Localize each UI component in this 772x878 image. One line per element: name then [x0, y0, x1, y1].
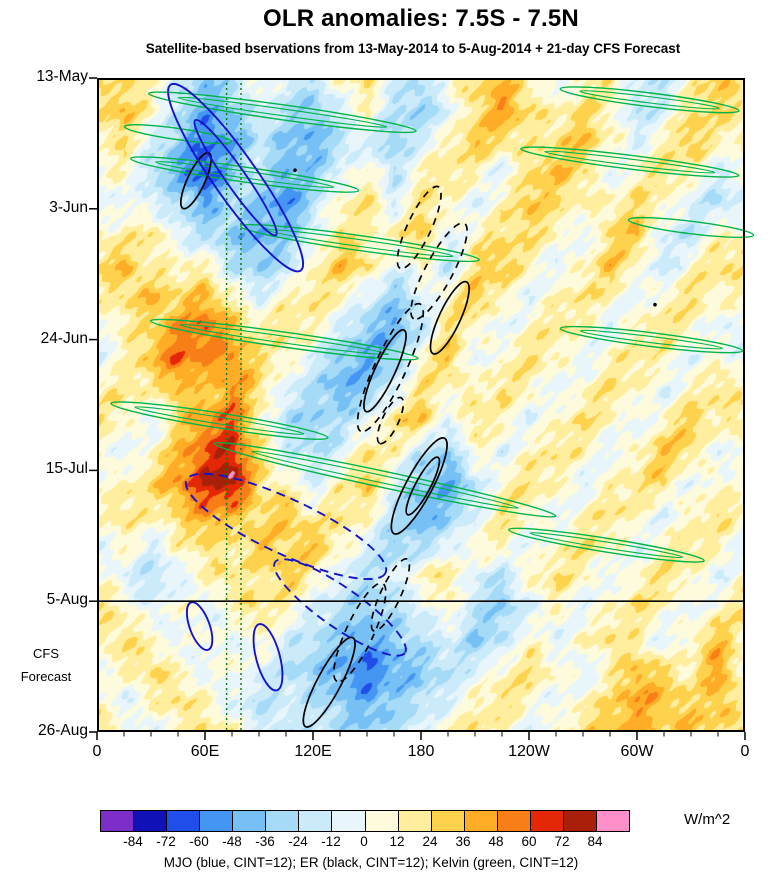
- colorbar-tick-label: 48: [488, 834, 504, 849]
- colorbar-segment: [431, 811, 465, 831]
- colorbar-segment: [200, 811, 234, 831]
- x-tick-label: 120W: [508, 743, 550, 760]
- plot-area: [89, 77, 755, 740]
- colorbar-tick-label: 84: [587, 834, 603, 849]
- colorbar-tick-label: 24: [422, 834, 438, 849]
- y-tick-label: 5-Aug: [46, 591, 88, 609]
- colorbar-segment: [233, 811, 267, 831]
- colorbar-tick-label: -60: [189, 834, 209, 849]
- cfs-label-line2: Forecast: [20, 668, 72, 684]
- x-tick-label: 180: [407, 743, 435, 760]
- colorbar-tick-label: 0: [360, 834, 368, 849]
- colorbar-segment: [266, 811, 300, 831]
- colorbar-tick-label: -48: [222, 834, 242, 849]
- colorbar-segment: [464, 811, 498, 831]
- wave-legend-caption: MJO (blue, CINT=12); ER (black, CINT=12)…: [163, 855, 579, 870]
- x-tick-label: 60W: [620, 743, 654, 760]
- colorbar: [100, 810, 630, 832]
- plot-border: [97, 78, 745, 732]
- colorbar-segment: [563, 811, 597, 831]
- colorbar-tick-label: 12: [389, 834, 405, 849]
- y-tick-label: 26-Aug: [38, 722, 88, 739]
- reference-longitude-lines: [225, 78, 242, 732]
- colorbar-tick-label: -36: [255, 834, 275, 849]
- colorbar-segment: [365, 811, 399, 831]
- cfs-label-line1: CFS: [33, 646, 59, 661]
- y-tick-label: 3-Jun: [49, 198, 88, 216]
- y-tick-label: 24-Jun: [40, 329, 88, 347]
- colorbar-tick-label: 72: [554, 834, 570, 849]
- colorbar-tick-label: 36: [455, 834, 471, 849]
- contour-overlay: [89, 77, 755, 740]
- mjo-wave-contours: [167, 82, 407, 692]
- colorbar-segment: [134, 811, 168, 831]
- colorbar-segment: [596, 811, 629, 831]
- axis-ticks: [89, 77, 746, 740]
- colorbar-tick-label: -72: [156, 834, 176, 849]
- colorbar-labels: -84 -72 -60 -48 -36 -24 -12 0 12 24 36 48 60 72 84: [100, 834, 628, 850]
- colorbar-tick-label: -24: [288, 834, 308, 849]
- colorbar-segment: [398, 811, 432, 831]
- er-wave-contours: [179, 151, 657, 728]
- cfs-forecast-label: CFS Forecast: [4, 643, 88, 689]
- kelvin-wave-contours: [110, 86, 755, 563]
- colorbar-segment: [332, 811, 366, 831]
- colorbar-segment: [530, 811, 564, 831]
- y-tick-label: 13-May: [36, 68, 88, 85]
- x-tick-label: 0: [92, 743, 102, 760]
- x-tick-label: 0: [740, 743, 750, 760]
- colorbar-segment: [167, 811, 201, 831]
- colorbar-segment: [101, 811, 135, 831]
- colorbar-segment: [299, 811, 333, 831]
- colorbar-segment: [497, 811, 531, 831]
- olr-anomaly-heatmap: [97, 78, 745, 732]
- colorbar-tick-label: -12: [321, 834, 341, 849]
- colorbar-tick-label: -84: [123, 834, 143, 849]
- y-tick-label: 15-Jul: [45, 460, 88, 478]
- colorbar-tick-label: 60: [521, 834, 537, 849]
- colorbar-unit-label: W/m^2: [684, 811, 731, 828]
- x-tick-label: 60E: [190, 743, 220, 760]
- x-tick-label: 120E: [294, 743, 332, 760]
- figure-subtitle: Satellite-based bservations from 13-May-…: [145, 41, 681, 56]
- figure-title: OLR anomalies: 7.5S - 7.5N: [263, 5, 579, 32]
